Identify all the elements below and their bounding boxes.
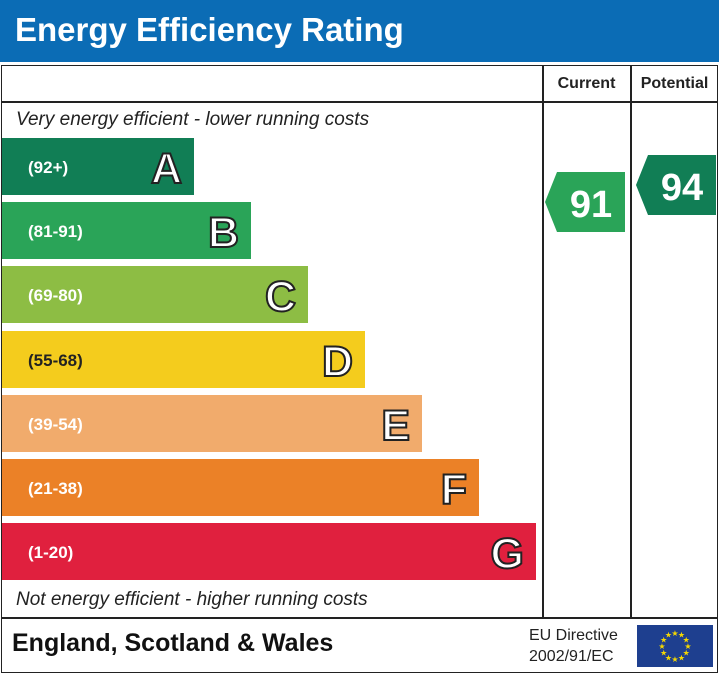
- current-rating-arrow-value: 91: [570, 184, 612, 226]
- star-icon: ★: [678, 631, 685, 640]
- region-label: England, Scotland & Wales: [12, 629, 334, 657]
- divider: [1, 101, 718, 103]
- star-icon: ★: [660, 649, 667, 658]
- header: Energy Efficiency Rating: [0, 0, 719, 62]
- band-bar: [2, 138, 194, 195]
- top-note: Very energy efficient - lower running co…: [16, 109, 370, 130]
- page-title: Energy Efficiency Rating: [15, 11, 404, 48]
- directive-line1: EU Directive: [529, 627, 618, 644]
- eu-flag-icon: ★ ★★★★★★★★★★★: [637, 625, 713, 667]
- band-range: (55-68): [28, 351, 83, 370]
- divider: [1, 617, 718, 619]
- band-letter: C: [265, 273, 296, 321]
- band-g: (1-20) G: [2, 523, 536, 580]
- band-range: (69-80): [28, 286, 83, 305]
- star-icon: ★: [660, 636, 667, 645]
- band-d: (55-68) D: [2, 331, 365, 388]
- band-bar: [2, 395, 422, 452]
- band-f: (21-38) F: [2, 459, 479, 516]
- band-letter: B: [208, 209, 239, 257]
- band-c: (69-80) C: [2, 266, 308, 323]
- divider: [630, 65, 632, 618]
- band-bar: [2, 331, 365, 388]
- band-bar: [2, 459, 479, 516]
- rating-frame: [1, 65, 718, 673]
- band-letter: E: [381, 402, 410, 450]
- band-letter: A: [151, 145, 182, 193]
- star-icon: ★: [671, 655, 678, 664]
- star-icon: ★: [684, 642, 691, 651]
- band-bar: [2, 266, 308, 323]
- band-range: (21-38): [28, 479, 83, 498]
- band-range: (1-20): [28, 543, 73, 562]
- divider: [542, 65, 544, 618]
- current-rating-arrow: 91: [545, 172, 625, 232]
- directive-line2: 2002/91/EC: [529, 648, 614, 665]
- star-icon: ★: [683, 649, 690, 658]
- star-icon: ★: [678, 653, 685, 662]
- band-range: (92+): [28, 158, 68, 177]
- band-letter: G: [491, 530, 524, 578]
- band-range: (39-54): [28, 415, 83, 434]
- current-header: Current: [557, 75, 616, 92]
- star-icon: ★: [665, 631, 672, 640]
- star-icon: ★: [671, 629, 678, 638]
- band-a: (92+) A: [2, 138, 194, 195]
- bottom-note: Not energy efficient - higher running co…: [16, 589, 368, 610]
- potential-rating-arrow: 94: [636, 155, 716, 215]
- band-b: (81-91) B: [2, 202, 251, 259]
- potential-rating-arrow-value: 94: [661, 167, 703, 209]
- band-bar: [2, 202, 251, 259]
- star-icon: ★: [658, 642, 665, 651]
- band-range: (81-91): [28, 222, 83, 241]
- band-letter: D: [322, 338, 353, 386]
- band-bar: [2, 523, 536, 580]
- star-icon: ★: [683, 636, 690, 645]
- potential-header: Potential: [640, 75, 709, 92]
- band-letter: F: [441, 466, 467, 514]
- band-e: (39-54) E: [2, 395, 422, 452]
- star-icon: ★: [665, 653, 672, 662]
